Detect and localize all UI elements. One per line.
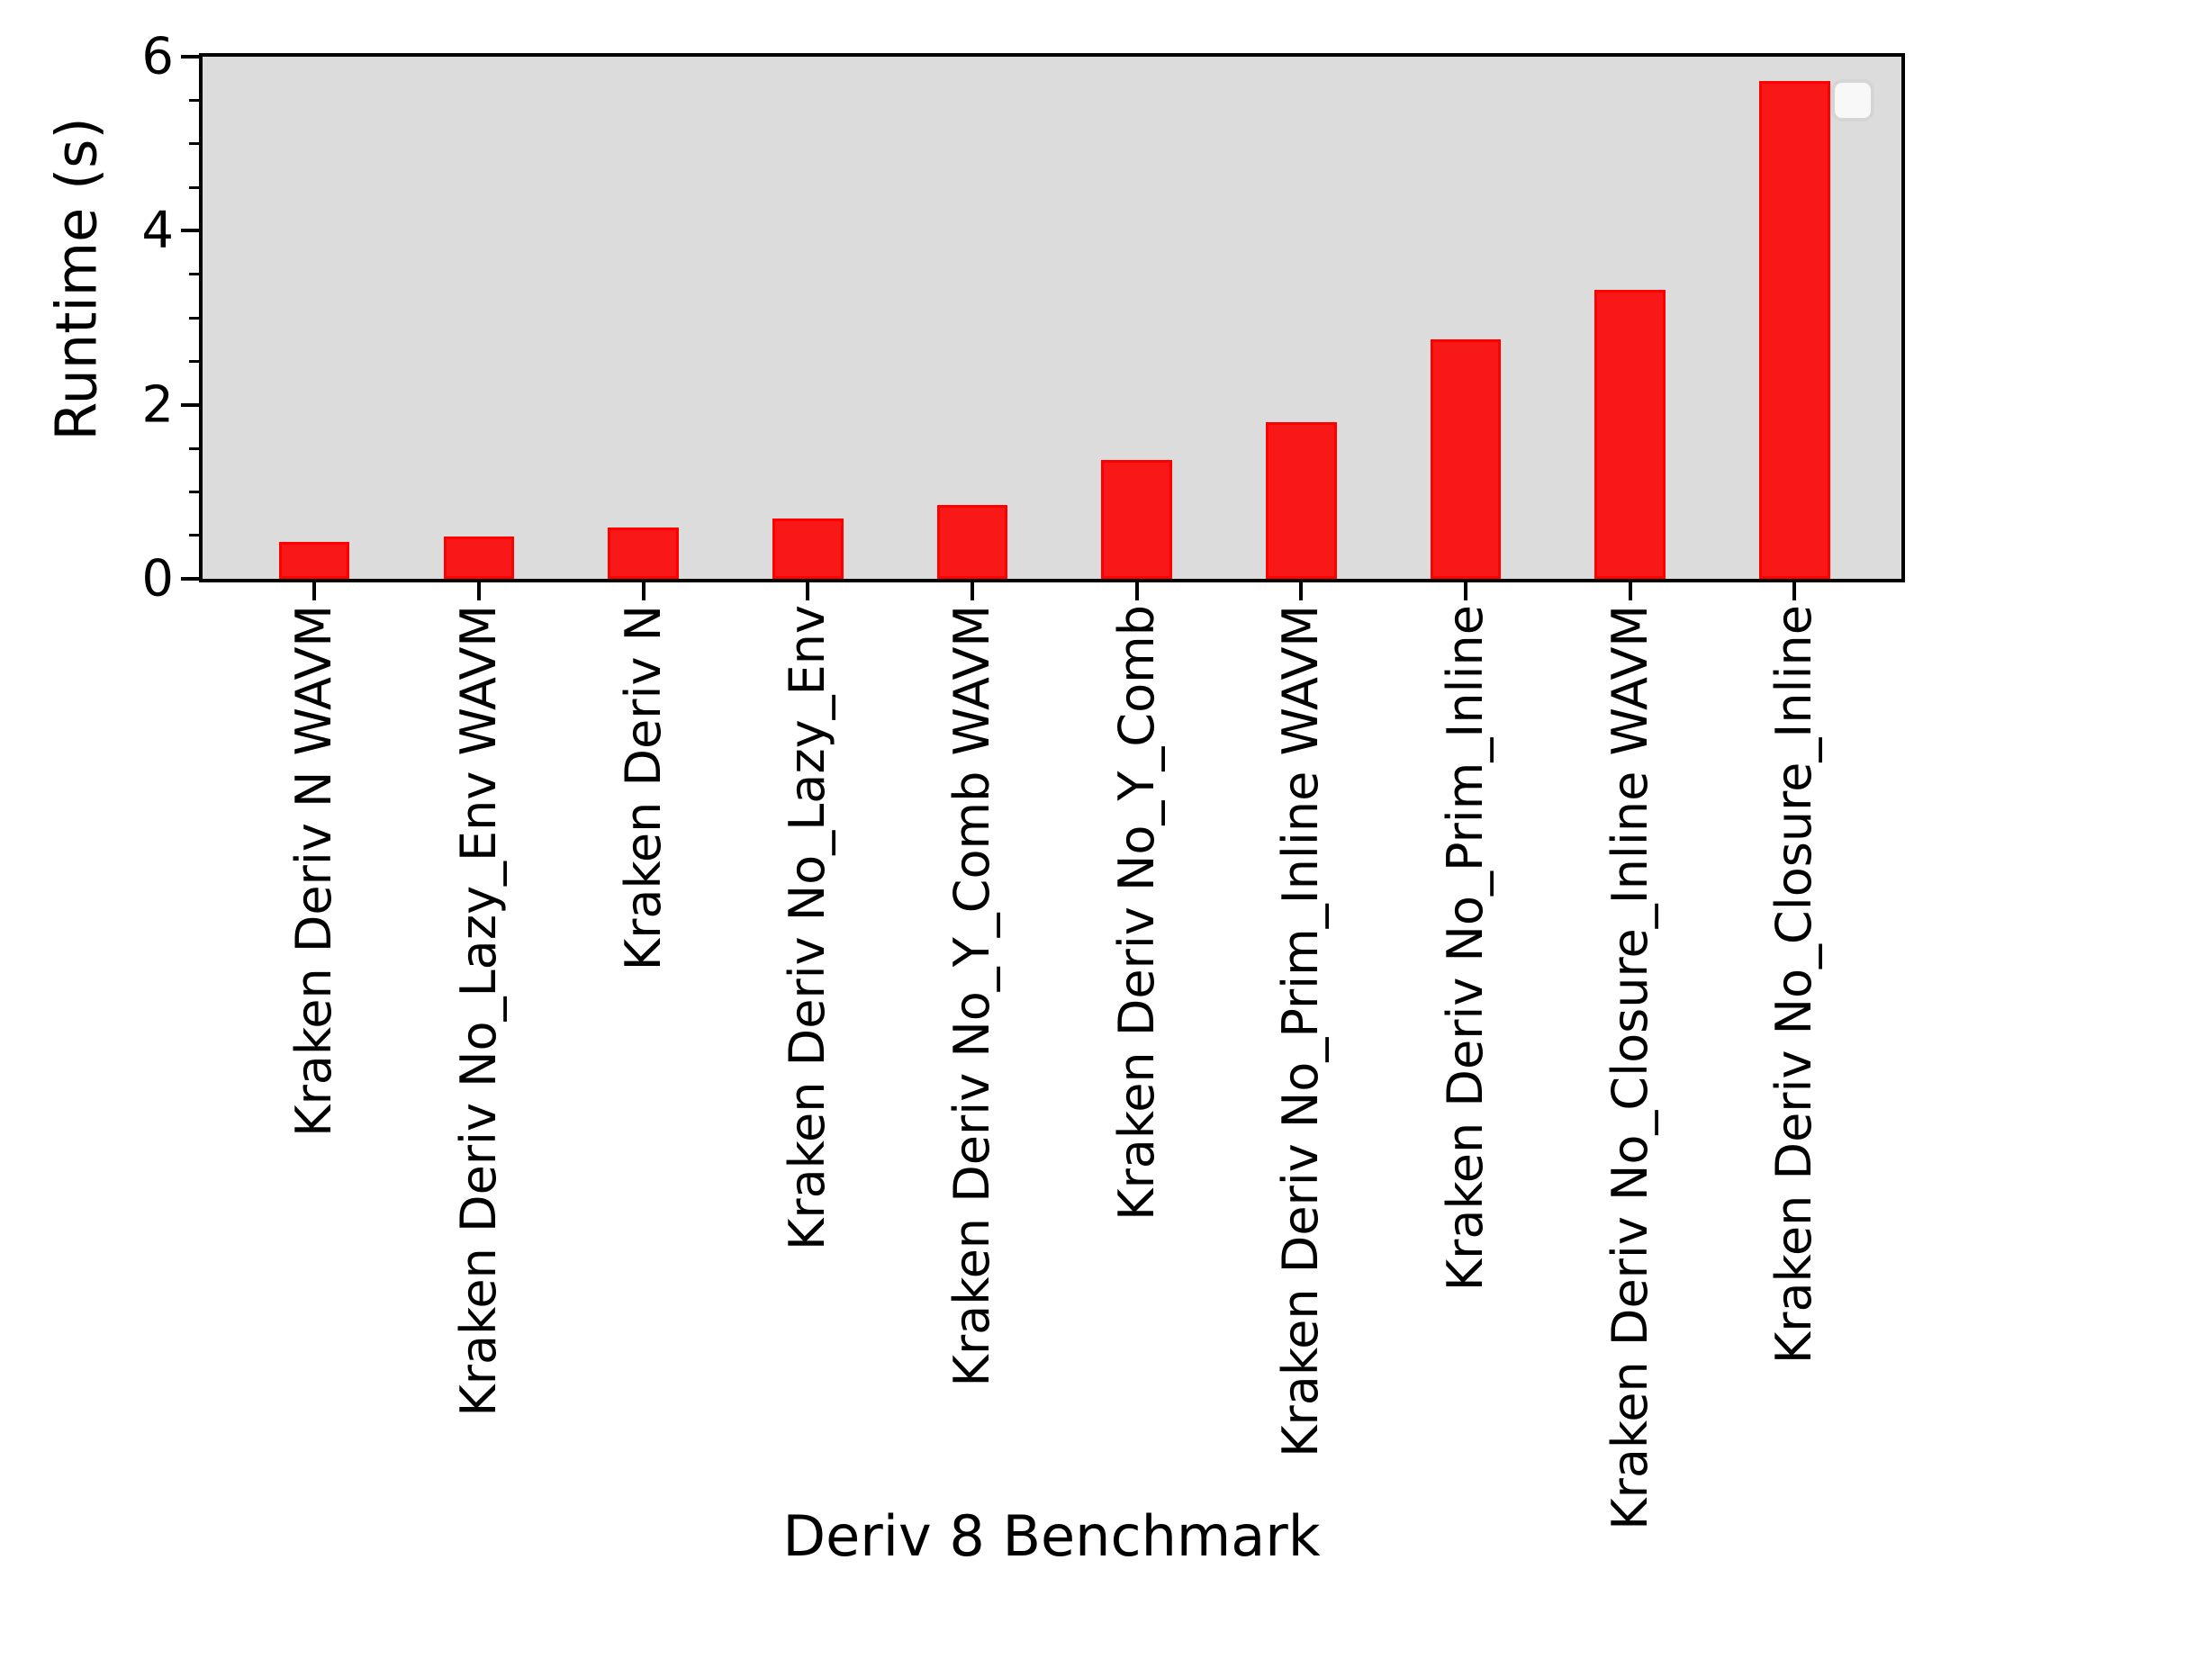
bar — [936, 504, 1008, 579]
bar — [1265, 422, 1337, 579]
y-axis-label: Runtime (s) — [43, 117, 110, 441]
x-tick-label: Kraken Deriv No_Y_Comb — [1107, 605, 1165, 1221]
x-tick-label: Kraken Deriv No_Prim_Inline — [1436, 605, 1494, 1292]
y-tick-mark — [181, 577, 199, 581]
bar — [1430, 339, 1502, 579]
y-tick-label: 6 — [141, 27, 174, 86]
y-tick-label: 0 — [141, 549, 174, 609]
y-minor-tick-mark — [189, 359, 199, 363]
bar — [278, 542, 350, 579]
x-tick-label: Kraken Deriv No_Lazy_Env WAVM — [449, 605, 507, 1417]
x-tick-mark — [1299, 579, 1304, 600]
y-tick-mark — [181, 402, 199, 407]
x-tick-label: Kraken Deriv No_Lazy_Env — [779, 605, 836, 1251]
y-minor-tick-mark — [189, 534, 199, 537]
x-tick-mark — [806, 579, 810, 600]
bar — [608, 527, 679, 579]
x-tick-mark — [1463, 579, 1467, 600]
x-tick-mark — [1134, 579, 1139, 600]
x-axis-label: Deriv 8 Benchmark — [782, 1503, 1321, 1569]
y-tick-label: 4 — [141, 201, 174, 260]
x-tick-mark — [312, 579, 317, 600]
y-minor-tick-mark — [189, 316, 199, 320]
bar — [1758, 81, 1830, 579]
x-tick-mark — [641, 579, 646, 600]
bar — [1594, 290, 1666, 579]
x-tick-label: Kraken Deriv No_Prim_Inline WAVM — [1272, 605, 1330, 1457]
x-tick-mark — [970, 579, 974, 600]
y-minor-tick-mark — [189, 98, 199, 102]
y-tick-mark — [181, 229, 199, 233]
x-tick-label: Kraken Deriv No_Y_Comb WAVM — [943, 605, 1000, 1387]
y-tick-mark — [181, 55, 199, 59]
legend-box — [1831, 79, 1874, 122]
x-tick-mark — [1628, 579, 1632, 600]
y-minor-tick-mark — [189, 490, 199, 493]
y-minor-tick-mark — [189, 273, 199, 276]
x-tick-mark — [1792, 579, 1797, 600]
y-minor-tick-mark — [189, 185, 199, 189]
y-minor-tick-mark — [189, 142, 199, 146]
x-tick-label: Kraken Deriv N WAVM — [285, 605, 343, 1137]
y-minor-tick-mark — [189, 446, 199, 450]
x-tick-label: Kraken Deriv No_Closure_Inline — [1765, 605, 1823, 1365]
bar — [443, 536, 515, 579]
bar — [772, 518, 844, 579]
x-tick-label: Kraken Deriv No_Closure_Inline WAVM — [1601, 605, 1658, 1530]
x-tick-mark — [476, 579, 481, 600]
x-tick-label: Kraken Deriv N — [614, 605, 672, 971]
bar — [1101, 459, 1172, 579]
y-tick-label: 2 — [141, 375, 174, 435]
